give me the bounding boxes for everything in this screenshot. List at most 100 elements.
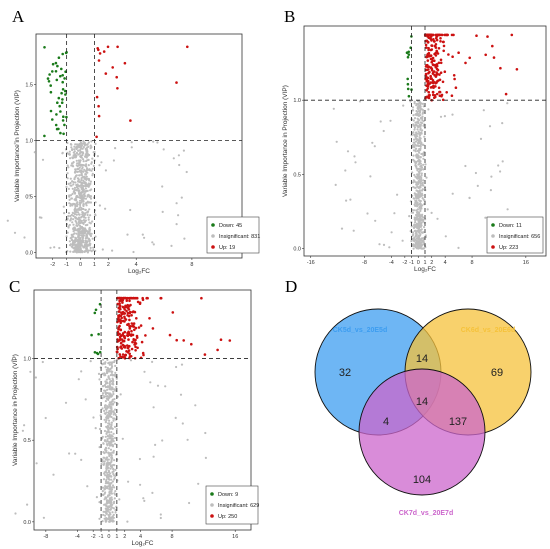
- point-down: [57, 96, 61, 100]
- legend-entry: Insignificant: 831: [219, 234, 260, 240]
- x-tick-label: 8: [190, 262, 193, 268]
- point-insignificant: [42, 516, 46, 519]
- point-insignificant: [484, 216, 487, 219]
- point-insignificant: [76, 203, 79, 206]
- point-insignificant: [103, 396, 106, 399]
- point-insignificant: [111, 480, 114, 483]
- point-insignificant: [70, 238, 73, 242]
- point-insignificant: [418, 199, 421, 202]
- point-insignificant: [107, 469, 110, 472]
- point-insignificant: [105, 378, 108, 381]
- point-insignificant: [81, 166, 84, 169]
- point-insignificant: [414, 246, 417, 249]
- point-down: [406, 82, 410, 86]
- point-down: [63, 123, 66, 127]
- point-insignificant: [75, 194, 79, 198]
- point-down: [49, 84, 52, 87]
- point-down: [48, 73, 51, 76]
- point-insignificant: [91, 172, 94, 175]
- point-insignificant: [414, 224, 417, 228]
- point-insignificant: [94, 214, 97, 217]
- point-insignificant: [87, 141, 90, 144]
- point-insignificant: [84, 173, 88, 176]
- point-insignificant: [40, 216, 43, 219]
- point-up: [138, 302, 142, 306]
- point-up: [128, 352, 131, 356]
- point-up: [428, 70, 431, 74]
- point-insignificant: [82, 152, 85, 155]
- point-insignificant: [412, 209, 416, 212]
- point-insignificant: [109, 448, 113, 451]
- point-down: [406, 55, 410, 59]
- point-insignificant: [414, 242, 417, 245]
- point-insignificant: [102, 513, 105, 517]
- point-insignificant: [78, 201, 81, 204]
- point-insignificant: [80, 231, 84, 235]
- point-insignificant: [418, 234, 422, 237]
- point-insignificant: [103, 472, 106, 475]
- point-insignificant: [422, 143, 425, 146]
- point-up: [475, 34, 478, 37]
- point-up: [95, 95, 99, 99]
- point-insignificant: [416, 215, 419, 218]
- point-insignificant: [84, 216, 87, 219]
- point-insignificant: [98, 204, 101, 207]
- x-tick-label: 2: [107, 262, 110, 268]
- point-up: [452, 33, 455, 37]
- point-insignificant: [89, 180, 92, 183]
- point-insignificant: [414, 140, 417, 143]
- point-insignificant: [109, 517, 113, 520]
- panel-letter: C: [9, 277, 20, 296]
- point-insignificant: [101, 490, 104, 493]
- point-insignificant: [185, 170, 188, 174]
- point-insignificant: [69, 218, 72, 222]
- panel-letter: B: [284, 7, 295, 26]
- x-tick-label: -16: [307, 260, 315, 266]
- point-insignificant: [85, 204, 88, 207]
- legend-swatch: [211, 245, 215, 249]
- point-insignificant: [102, 478, 106, 481]
- point-up: [175, 338, 178, 342]
- point-insignificant: [111, 511, 114, 514]
- legend-entry: Up: 250: [218, 514, 237, 520]
- point-insignificant: [422, 241, 425, 244]
- point-insignificant: [414, 221, 417, 224]
- point-insignificant: [69, 204, 72, 207]
- point-insignificant: [152, 140, 155, 143]
- point-insignificant: [111, 374, 114, 377]
- point-insignificant: [103, 452, 106, 455]
- point-up: [444, 33, 448, 37]
- point-insignificant: [422, 243, 425, 246]
- point-insignificant: [424, 163, 427, 166]
- point-up: [122, 356, 126, 359]
- point-up: [123, 296, 127, 300]
- point-insignificant: [105, 474, 108, 477]
- point-insignificant: [411, 143, 414, 147]
- point-insignificant: [103, 389, 106, 392]
- point-insignificant: [414, 229, 417, 232]
- point-up: [128, 333, 131, 337]
- point-insignificant: [111, 520, 114, 523]
- point-insignificant: [482, 109, 485, 112]
- point-insignificant: [412, 119, 415, 122]
- point-insignificant: [104, 496, 107, 499]
- point-down: [55, 78, 59, 82]
- point-insignificant: [76, 229, 79, 232]
- point-insignificant: [420, 152, 423, 156]
- point-up: [438, 73, 441, 76]
- point-insignificant: [74, 171, 77, 174]
- point-up: [442, 44, 446, 48]
- point-insignificant: [76, 243, 79, 246]
- point-up: [128, 318, 131, 322]
- point-insignificant: [415, 213, 418, 217]
- point-insignificant: [81, 213, 84, 216]
- point-insignificant: [130, 146, 133, 149]
- point-up: [515, 68, 519, 71]
- point-insignificant: [419, 160, 422, 163]
- point-insignificant: [67, 166, 70, 169]
- point-down: [64, 93, 67, 96]
- point-insignificant: [371, 141, 374, 144]
- point-insignificant: [104, 519, 107, 522]
- point-insignificant: [425, 176, 428, 179]
- x-tick-label: -8: [362, 260, 367, 266]
